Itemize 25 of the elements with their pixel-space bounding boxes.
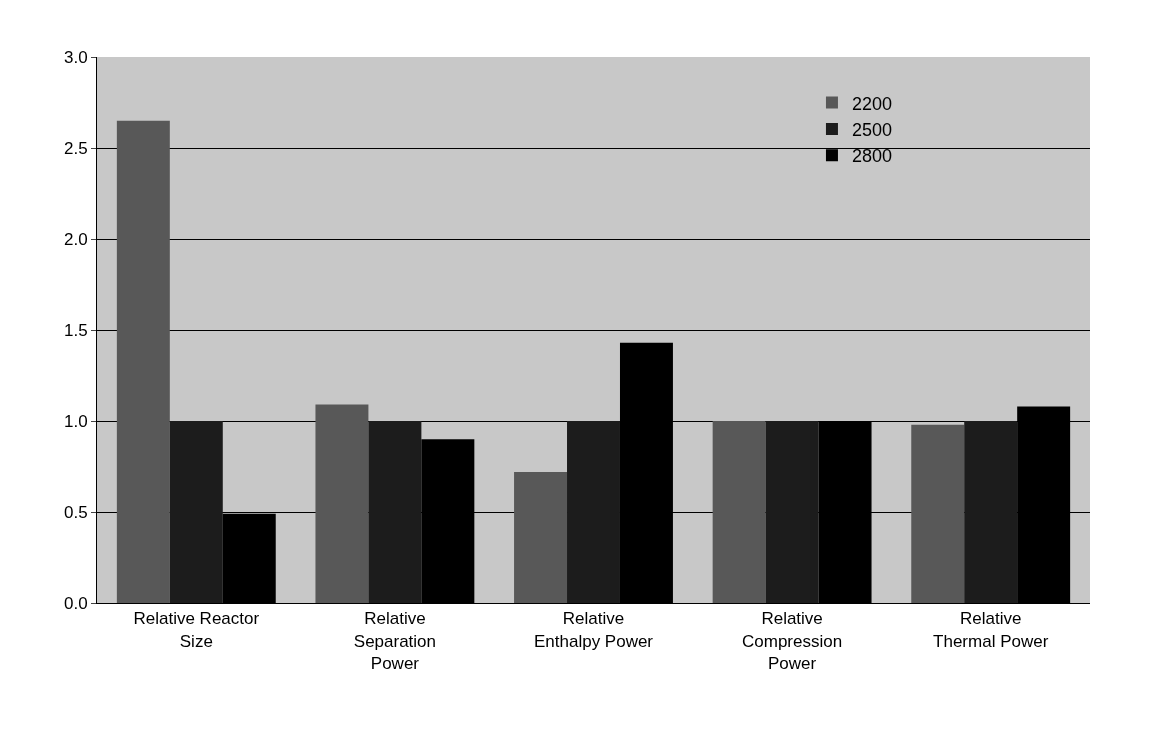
bar	[169, 421, 223, 603]
bar	[567, 421, 620, 603]
x-tick-label: Relative Thermal Power	[933, 609, 1049, 651]
x-tick-label: Relative Enthalpy Power	[533, 609, 654, 651]
y-tick-label: 1.5	[63, 320, 88, 340]
bar	[514, 471, 568, 603]
legend-label: 2800	[851, 146, 893, 167]
y-tick-label: 0.5	[63, 502, 88, 522]
x-tick-label: Relative Separation Power	[353, 609, 437, 673]
bar	[368, 421, 422, 603]
bar	[765, 421, 819, 603]
bar	[911, 424, 965, 603]
legend-label: 2200	[851, 93, 893, 114]
bar	[964, 421, 1018, 603]
x-tick-label: Relative Compression Power	[742, 609, 843, 673]
bar	[315, 404, 369, 603]
x-tick-label: Relative Reactor Size	[133, 609, 260, 651]
bar	[712, 421, 766, 603]
y-tick-label: 0.0	[63, 593, 88, 613]
y-tick-label: 2.5	[63, 138, 88, 158]
legend-label: 2500	[851, 119, 893, 140]
bar	[116, 120, 170, 603]
y-tick-label: 1.0	[63, 411, 88, 431]
y-tick-label: 3.0	[63, 47, 88, 67]
y-tick-label: 2.0	[63, 229, 88, 249]
